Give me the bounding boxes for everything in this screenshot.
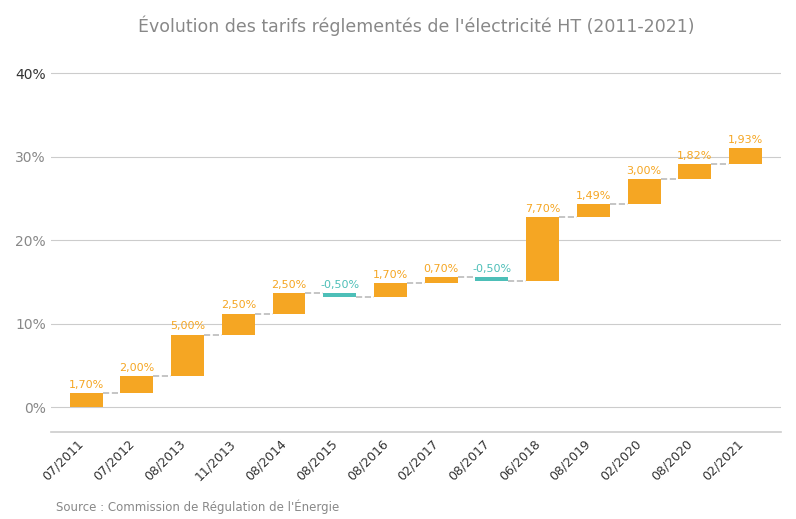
Text: 2,50%: 2,50% [220, 301, 256, 310]
Text: -0,50%: -0,50% [472, 264, 512, 274]
Bar [627, 180, 661, 204]
Text: 1,93%: 1,93% [728, 135, 763, 145]
Bar [425, 277, 458, 283]
Bar [678, 164, 712, 180]
Text: 1,82%: 1,82% [677, 151, 712, 161]
Text: 2,00%: 2,00% [119, 363, 154, 373]
Text: 1,49%: 1,49% [576, 191, 611, 201]
Bar [323, 293, 356, 297]
Bar [374, 283, 407, 297]
Bar [577, 204, 610, 217]
Text: 1,70%: 1,70% [373, 269, 408, 280]
Text: Source : Commission de Régulation de l'Énergie: Source : Commission de Régulation de l'É… [56, 499, 339, 514]
Bar [475, 277, 509, 281]
Bar [171, 335, 204, 376]
Text: 7,70%: 7,70% [525, 203, 560, 213]
Text: 5,00%: 5,00% [170, 321, 205, 331]
Bar [729, 148, 762, 164]
Text: 1,70%: 1,70% [68, 380, 103, 390]
Bar [526, 217, 559, 281]
Text: 3,00%: 3,00% [626, 166, 661, 176]
Text: 2,50%: 2,50% [271, 280, 306, 290]
Title: Évolution des tarifs réglementés de l'électricité HT (2011-2021): Évolution des tarifs réglementés de l'él… [138, 15, 694, 35]
Bar [120, 376, 154, 393]
Bar [222, 314, 255, 335]
Bar [69, 393, 103, 407]
Text: 0,70%: 0,70% [423, 264, 458, 274]
Text: -0,50%: -0,50% [320, 280, 359, 290]
Bar [272, 293, 306, 314]
